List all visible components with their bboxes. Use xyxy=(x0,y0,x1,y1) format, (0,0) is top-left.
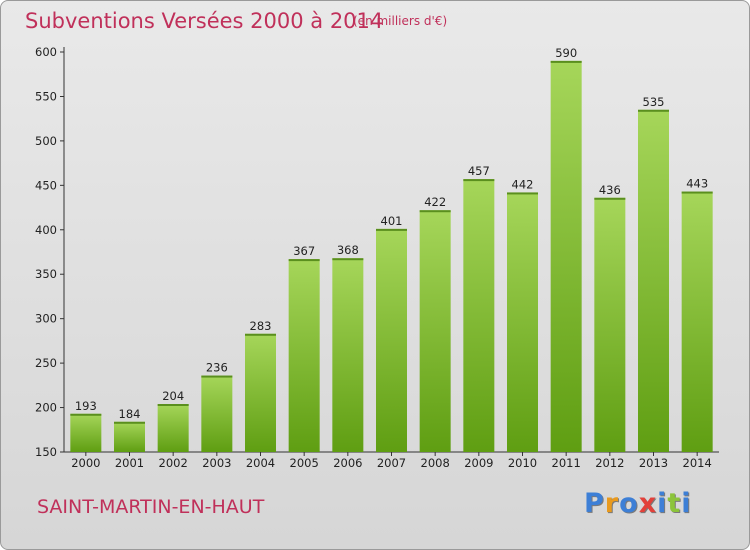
bar xyxy=(114,421,145,452)
x-tick-label: 2002 xyxy=(159,456,188,470)
bar xyxy=(507,192,538,452)
x-tick-label: 2003 xyxy=(202,456,231,470)
bar xyxy=(376,228,407,452)
x-tick-label: 2006 xyxy=(333,456,362,470)
x-tick-label: 2009 xyxy=(464,456,493,470)
y-tick-label: 500 xyxy=(35,134,57,148)
bar-value-label: 436 xyxy=(599,183,621,197)
bar-value-label: 590 xyxy=(555,46,577,60)
bar xyxy=(463,179,495,452)
bar xyxy=(245,333,276,452)
y-tick-label: 200 xyxy=(35,401,57,415)
y-tick-label: 600 xyxy=(35,45,57,59)
y-tick-label: 300 xyxy=(35,312,57,326)
proxiti-logo[interactable]: Proxiti xyxy=(584,488,692,519)
bar xyxy=(288,259,320,452)
bar xyxy=(201,375,233,452)
bar-value-label: 236 xyxy=(206,361,228,375)
bar xyxy=(157,404,189,452)
y-tick-label: 450 xyxy=(35,178,57,192)
bar xyxy=(550,60,582,453)
bar-top-edge xyxy=(114,421,145,424)
chart-subtitle: (en milliers d'€) xyxy=(353,14,448,28)
x-tick-label: 2008 xyxy=(421,456,450,470)
x-tick-label: 2014 xyxy=(683,456,712,470)
bar-top-edge xyxy=(594,197,626,200)
bar-top-edge xyxy=(638,109,669,112)
bar-top-edge xyxy=(245,333,276,336)
bar-value-label: 193 xyxy=(75,399,97,413)
bar xyxy=(594,197,626,452)
bar-value-label: 443 xyxy=(686,177,708,191)
bar-top-edge xyxy=(419,210,451,213)
x-tick-label: 2000 xyxy=(71,456,100,470)
x-tick-label: 2005 xyxy=(290,456,319,470)
bar-value-label: 184 xyxy=(119,407,141,421)
bar-value-label: 283 xyxy=(250,319,272,333)
bar-value-label: 368 xyxy=(337,243,359,257)
x-tick-label: 2013 xyxy=(639,456,668,470)
bar-value-label: 367 xyxy=(293,244,315,258)
bar-top-edge xyxy=(201,375,233,378)
bar xyxy=(681,191,713,453)
x-tick-label: 2010 xyxy=(508,456,537,470)
bar-value-label: 204 xyxy=(162,389,184,403)
bar-value-label: 457 xyxy=(468,164,490,178)
bar-value-label: 422 xyxy=(424,195,446,209)
bar-top-edge xyxy=(463,179,495,182)
y-tick-label: 400 xyxy=(35,223,57,237)
bar-top-edge xyxy=(332,258,364,261)
bar-top-edge xyxy=(157,404,189,406)
bar xyxy=(419,210,451,452)
bar xyxy=(638,109,669,453)
bar-value-label: 442 xyxy=(512,177,534,191)
bar-top-edge xyxy=(288,259,320,262)
x-tick-label: 2004 xyxy=(246,456,275,470)
bar-top-edge xyxy=(70,413,102,416)
chart-title: Subventions Versées 2000 à 2014 xyxy=(25,9,384,33)
bar-top-edge xyxy=(376,228,407,231)
bar xyxy=(70,413,102,452)
bar-value-label: 401 xyxy=(381,214,403,228)
bar xyxy=(332,258,364,452)
y-tick-label: 250 xyxy=(35,356,57,370)
y-tick-label: 350 xyxy=(35,267,57,281)
town-name: SAINT-MARTIN-EN-HAUT xyxy=(37,496,265,518)
y-tick-label: 550 xyxy=(35,89,57,103)
bar-top-edge xyxy=(507,192,538,195)
x-tick-label: 2012 xyxy=(595,456,624,470)
x-tick-label: 2011 xyxy=(552,456,581,470)
bar-top-edge xyxy=(681,191,713,194)
x-tick-label: 2007 xyxy=(377,456,406,470)
x-tick-label: 2001 xyxy=(115,456,144,470)
y-tick-label: 150 xyxy=(35,445,57,459)
bar-top-edge xyxy=(550,60,582,63)
bar-value-label: 535 xyxy=(643,95,665,109)
